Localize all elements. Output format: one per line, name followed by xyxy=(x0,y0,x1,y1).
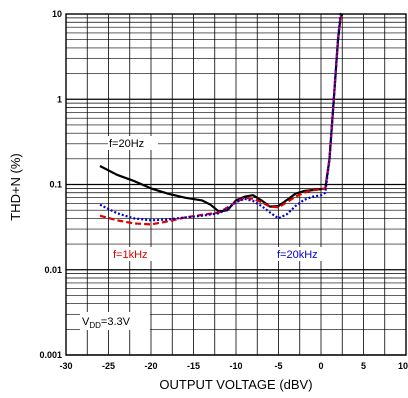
label-bg-20khz xyxy=(275,247,331,261)
vdd-v: V xyxy=(82,316,90,328)
plot-frame xyxy=(65,13,407,356)
label-bg-20hz xyxy=(108,136,158,150)
x-tick-label: -15 xyxy=(187,361,200,371)
x-tick-label: -25 xyxy=(102,361,115,371)
series-layer xyxy=(99,12,344,226)
x-tick-label: -10 xyxy=(229,361,242,371)
x-axis-title: OUTPUT VOLTAGE (dBV) xyxy=(159,377,312,392)
y-tick-label: 1 xyxy=(57,94,62,104)
x-tick-label: 5 xyxy=(361,361,366,371)
vdd-value: =3.3V xyxy=(101,316,131,328)
series-line-f-20khz xyxy=(99,12,343,222)
y-tick-label: 0.001 xyxy=(39,350,62,360)
label-vdd: VDD=3.3V xyxy=(82,316,131,330)
y-tick-label: 0.1 xyxy=(49,180,62,190)
label-bg-vdd xyxy=(80,312,150,330)
label-bg-1khz xyxy=(112,247,162,261)
y-tick-label: 10 xyxy=(52,9,62,19)
label-f20khz: f=20kHz xyxy=(277,249,318,261)
x-tick-label: -20 xyxy=(144,361,157,371)
x-tick-label: -5 xyxy=(274,361,282,371)
x-tick-label: -30 xyxy=(59,361,72,371)
y-tick-labels: 0.001 0.01 0.1 1 10 xyxy=(39,9,62,360)
label-f1khz: f=1kHz xyxy=(113,249,148,261)
y-tick-label: 0.01 xyxy=(44,265,62,275)
x-tick-labels: -30 -25 -20 -15 -10 -5 0 5 10 xyxy=(59,361,408,371)
label-f20hz: f=20Hz xyxy=(109,138,144,150)
y-axis-title: THD+N (%) xyxy=(8,153,23,221)
x-tick-label: 0 xyxy=(318,361,323,371)
vdd-subscript: DD xyxy=(89,321,101,330)
x-tick-label: 10 xyxy=(398,361,408,371)
